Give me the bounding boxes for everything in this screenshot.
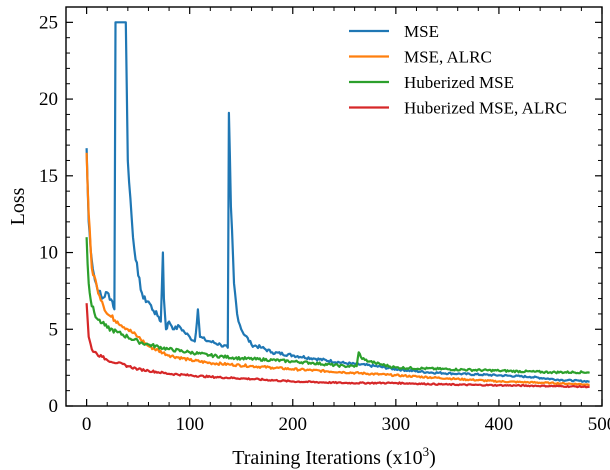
x-axis-title-close: ) bbox=[429, 447, 436, 469]
y-axis-title: Loss bbox=[7, 187, 29, 225]
series-layer bbox=[85, 21, 590, 389]
series-line-3 bbox=[85, 237, 590, 375]
series-line-2 bbox=[85, 152, 590, 386]
x-axis-title-main: Training Iterations (x10 bbox=[232, 447, 422, 469]
x-axis-title: Training Iterations (x103) bbox=[232, 444, 436, 469]
y-tick-label: 20 bbox=[39, 89, 58, 110]
axes-layer: 0 100 200 300 400 500 0 5 10 15 20 25 bbox=[39, 6, 610, 435]
series-line-4 bbox=[85, 303, 590, 389]
legend-label: MSE, ALRC bbox=[404, 48, 492, 67]
x-tick-label: 500 bbox=[588, 414, 610, 435]
y-tick-label: 15 bbox=[39, 166, 58, 187]
y-tick-label: 5 bbox=[49, 319, 59, 340]
x-tick-label: 100 bbox=[175, 414, 204, 435]
legend-label: MSE bbox=[404, 22, 439, 41]
legend-label: Huberized MSE, ALRC bbox=[404, 99, 567, 118]
series-line-1 bbox=[85, 21, 590, 383]
x-tick-label: 300 bbox=[382, 414, 411, 435]
legend: MSE MSE, ALRC Huberized MSE Huberized MSE, … bbox=[349, 22, 567, 118]
y-tick-label: 25 bbox=[39, 12, 58, 33]
x-tick-label: 0 bbox=[82, 414, 92, 435]
legend-label: Huberized MSE bbox=[404, 73, 514, 92]
x-tick-label: 200 bbox=[279, 414, 308, 435]
y-tick-label: 10 bbox=[39, 243, 58, 264]
x-tick-label: 400 bbox=[485, 414, 514, 435]
x-axis-title-superscript: 3 bbox=[423, 444, 430, 459]
plot-frame bbox=[65, 6, 603, 407]
y-tick-label: 0 bbox=[49, 396, 59, 417]
